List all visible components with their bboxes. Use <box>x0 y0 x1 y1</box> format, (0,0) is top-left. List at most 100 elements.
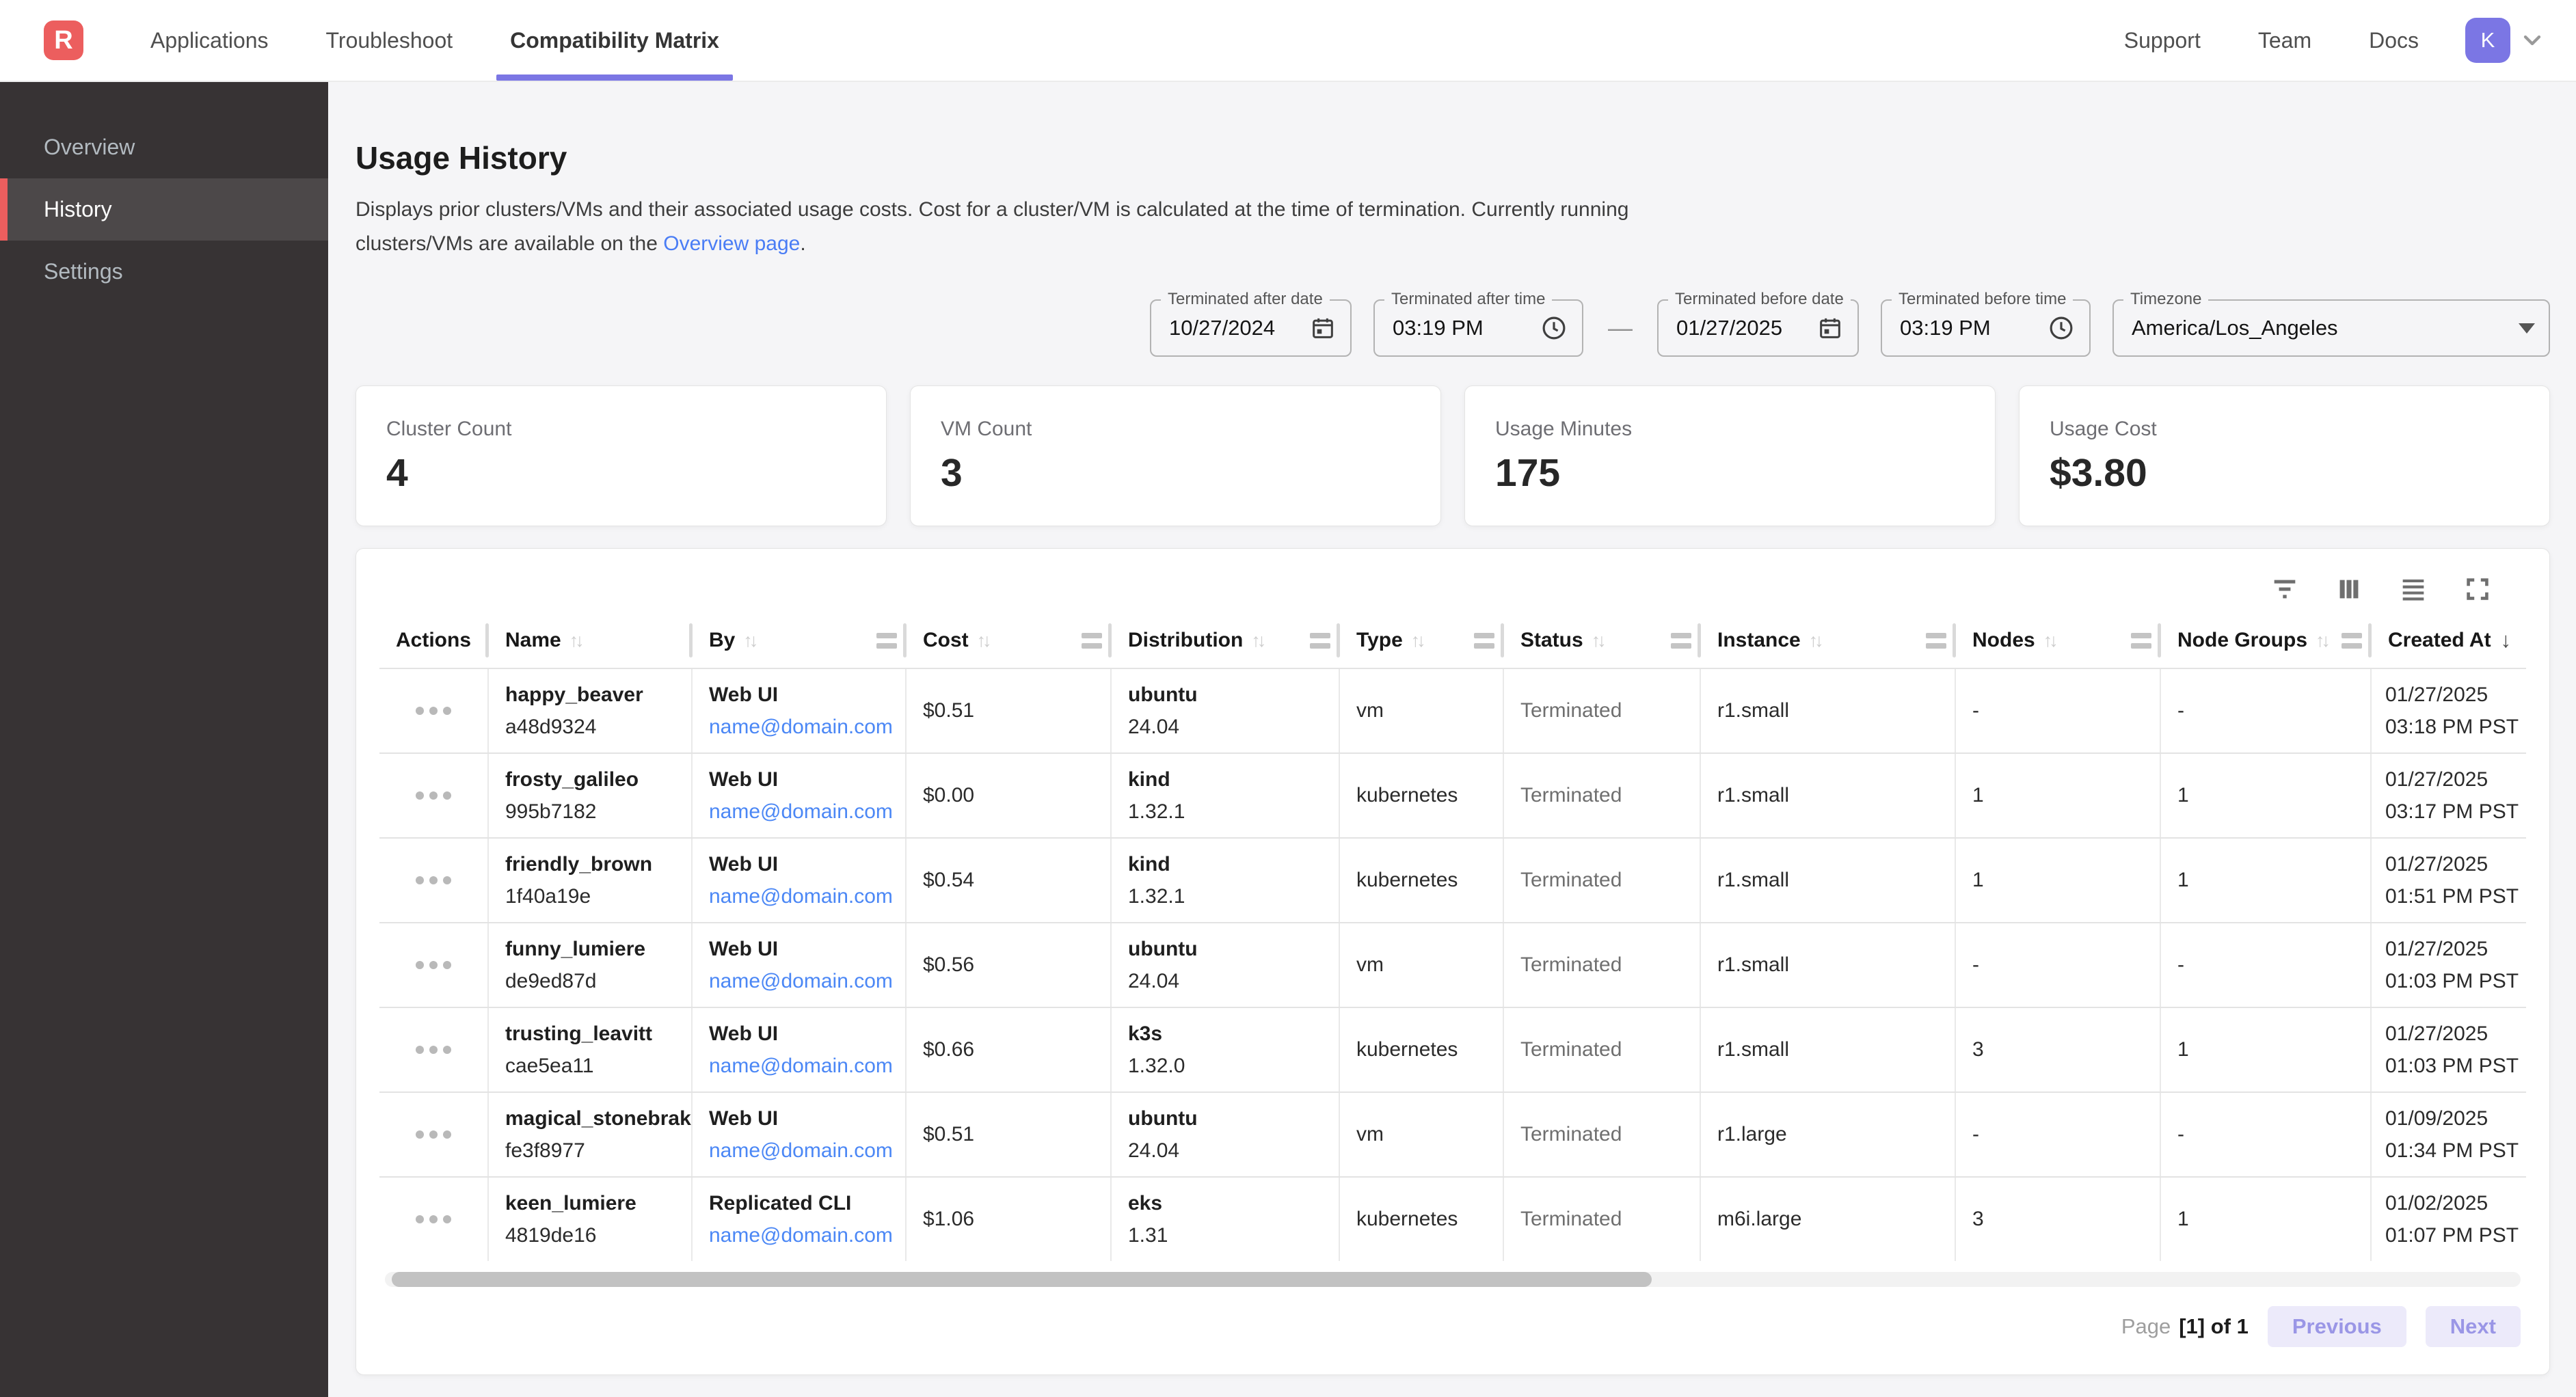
terminated-after-date-field[interactable]: Terminated after date 10/27/2024 <box>1150 290 1352 357</box>
nav-item-support[interactable]: Support <box>2123 27 2201 53</box>
column-header-by[interactable]: By ↑↓ <box>693 613 907 668</box>
nav-items: Applications Troubleshoot Compatibility … <box>122 0 748 81</box>
column-menu-icon[interactable] <box>2131 632 2151 649</box>
column-header-type[interactable]: Type ↑↓ <box>1340 613 1504 668</box>
column-resize-handle[interactable] <box>903 623 907 657</box>
sort-icon[interactable]: ↑↓ <box>2043 629 2058 651</box>
distribution-cell: k3s 1.32.0 <box>1112 1008 1340 1091</box>
column-resize-handle[interactable] <box>689 623 693 657</box>
name-cell: frosty_galileo 995b7182 <box>489 754 693 837</box>
node-groups-value: 1 <box>2177 1038 2189 1061</box>
nodes-cell: 1 <box>1956 839 2161 922</box>
sort-desc-icon[interactable]: ↓ <box>2500 628 2512 652</box>
column-resize-handle[interactable] <box>1698 623 1701 657</box>
name-cell: funny_lumiere de9ed87d <box>489 923 693 1007</box>
sort-icon[interactable]: ↑↓ <box>1410 629 1426 651</box>
distribution-name: eks <box>1128 1191 1163 1215</box>
sidebar-item-overview[interactable]: Overview <box>44 135 135 159</box>
filter-icon[interactable] <box>2269 573 2300 605</box>
replicated-logo[interactable]: R <box>44 21 83 60</box>
overview-page-link[interactable]: Overview page <box>663 232 801 255</box>
terminated-before-time-field[interactable]: Terminated before time 03:19 PM <box>1881 290 2091 357</box>
column-header-name[interactable]: Name ↑↓ <box>489 613 693 668</box>
row-actions-button[interactable] <box>409 1124 458 1145</box>
column-header-node-groups[interactable]: Node Groups ↑↓ <box>2161 613 2372 668</box>
column-resize-handle[interactable] <box>1108 623 1112 657</box>
sort-icon[interactable]: ↑↓ <box>1591 629 1607 651</box>
created-by-email-link[interactable]: name@domain.com <box>709 969 893 992</box>
sidebar-item-history[interactable]: History <box>0 178 328 241</box>
previous-page-button[interactable]: Previous <box>2267 1306 2406 1347</box>
fullscreen-icon[interactable] <box>2462 573 2493 605</box>
row-actions-button[interactable] <box>409 1208 458 1230</box>
row-actions-button[interactable] <box>409 1039 458 1061</box>
column-resize-handle[interactable] <box>485 623 489 657</box>
sidebar-item-settings[interactable]: Settings <box>44 259 123 284</box>
created-by-email-link[interactable]: name@domain.com <box>709 1223 893 1247</box>
column-menu-icon[interactable] <box>1926 632 1946 649</box>
column-header-created-at[interactable]: Created At ↓ <box>2372 613 2526 668</box>
row-actions-button[interactable] <box>409 700 458 722</box>
sort-icon[interactable]: ↑↓ <box>1808 629 1824 651</box>
column-menu-icon[interactable] <box>1082 632 1102 649</box>
column-resize-handle[interactable] <box>1953 623 1956 657</box>
type-value: kubernetes <box>1356 1038 1458 1061</box>
created-by-email-link[interactable]: name@domain.com <box>709 1054 893 1077</box>
clock-icon[interactable] <box>1540 314 1568 342</box>
column-resize-handle[interactable] <box>2158 623 2161 657</box>
column-header-distribution[interactable]: Distribution ↑↓ <box>1112 613 1340 668</box>
calendar-icon[interactable] <box>1309 314 1337 342</box>
terminated-before-date-field[interactable]: Terminated before date 01/27/2025 <box>1657 290 1859 357</box>
cluster-id: 995b7182 <box>505 800 597 823</box>
created-by-email-link[interactable]: name@domain.com <box>709 800 893 823</box>
nav-item-applications[interactable]: Applications <box>150 27 269 53</box>
cluster-id: 1f40a19e <box>505 884 591 908</box>
created-by-email-link[interactable]: name@domain.com <box>709 1139 893 1162</box>
density-icon[interactable] <box>2398 573 2429 605</box>
clock-icon[interactable] <box>2047 314 2076 342</box>
column-menu-icon[interactable] <box>1671 632 1691 649</box>
nav-item-docs[interactable]: Docs <box>2369 27 2419 53</box>
next-page-button[interactable]: Next <box>2425 1306 2521 1347</box>
column-header-nodes[interactable]: Nodes ↑↓ <box>1956 613 2161 668</box>
timezone-select[interactable]: Timezone America/Los_Angeles <box>2112 290 2550 357</box>
row-actions-button[interactable] <box>409 869 458 891</box>
row-actions-button[interactable] <box>409 785 458 806</box>
created-by-email-link[interactable]: name@domain.com <box>709 715 893 738</box>
created-by-source: Web UI <box>709 683 779 706</box>
account-menu-toggle[interactable] <box>2519 27 2546 54</box>
sort-icon[interactable]: ↑↓ <box>976 629 992 651</box>
nav-item-troubleshoot[interactable]: Troubleshoot <box>325 27 453 53</box>
column-resize-handle[interactable] <box>1337 623 1340 657</box>
nav-item-compatibility-matrix[interactable]: Compatibility Matrix <box>481 0 748 81</box>
column-menu-icon[interactable] <box>876 632 897 649</box>
column-header-status[interactable]: Status ↑↓ <box>1504 613 1701 668</box>
user-avatar[interactable]: K <box>2465 18 2510 63</box>
column-resize-handle[interactable] <box>1501 623 1504 657</box>
sort-icon[interactable]: ↑↓ <box>2316 629 2331 651</box>
column-menu-icon[interactable] <box>1310 632 1330 649</box>
row-actions-cell <box>379 1008 489 1091</box>
cost-cell: $0.54 <box>907 839 1112 922</box>
name-cell: magical_stonebraker fe3f8977 <box>489 1093 693 1176</box>
column-menu-icon[interactable] <box>2342 632 2362 649</box>
nav-item-team[interactable]: Team <box>2257 27 2312 53</box>
row-actions-button[interactable] <box>409 954 458 976</box>
name-cell: happy_beaver a48d9324 <box>489 669 693 752</box>
table-row: keen_lumiere 4819de16 Replicated CLI name@… <box>379 1176 2526 1261</box>
stat-value: 175 <box>1495 451 1561 495</box>
column-resize-handle[interactable] <box>2368 623 2372 657</box>
status-cell: Terminated <box>1504 1178 1701 1261</box>
sort-icon[interactable]: ↑↓ <box>569 629 585 651</box>
column-menu-icon[interactable] <box>1474 632 1494 649</box>
columns-icon[interactable] <box>2333 573 2365 605</box>
terminated-after-time-field[interactable]: Terminated after time 03:19 PM <box>1373 290 1583 357</box>
sort-icon[interactable]: ↑↓ <box>1251 629 1266 651</box>
column-header-cost[interactable]: Cost ↑↓ <box>907 613 1112 668</box>
scrollbar-thumb[interactable] <box>392 1272 1652 1287</box>
sort-icon[interactable]: ↑↓ <box>743 629 758 651</box>
column-header-instance[interactable]: Instance ↑↓ <box>1701 613 1956 668</box>
calendar-icon[interactable] <box>1816 314 1844 342</box>
created-by-email-link[interactable]: name@domain.com <box>709 884 893 908</box>
instance-value: r1.small <box>1717 953 1790 976</box>
